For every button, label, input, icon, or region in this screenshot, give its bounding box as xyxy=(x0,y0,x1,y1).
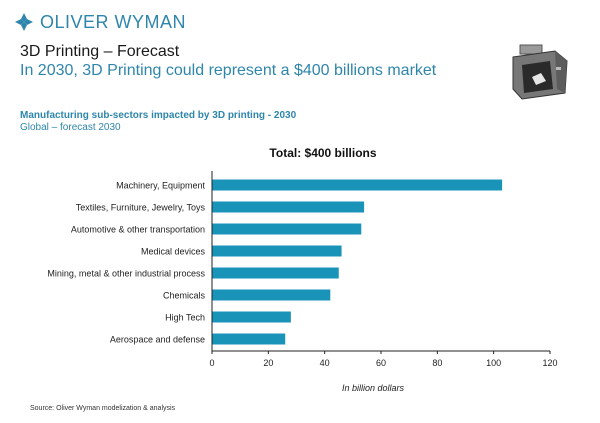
source-note: Source: Oliver Wyman modelization & anal… xyxy=(30,405,176,412)
category-label: High Tech xyxy=(165,313,205,323)
x-tick-label: 40 xyxy=(320,358,330,368)
oliver-wyman-logo-icon xyxy=(15,13,33,31)
x-tick-label: 120 xyxy=(542,358,557,368)
category-label: Machinery, Equipment xyxy=(116,181,205,191)
bar xyxy=(212,267,339,279)
category-label: Chemicals xyxy=(163,291,206,301)
category-label: Automotive & other transportation xyxy=(71,225,205,235)
3d-printer-icon xyxy=(512,44,568,100)
chart-title: Total: $400 billions xyxy=(269,146,376,160)
bar xyxy=(212,201,365,213)
x-tick-label: 80 xyxy=(432,358,442,368)
page-title: 3D Printing – Forecast xyxy=(20,43,180,60)
page-subtitle: In 2030, 3D Printing could represent a $… xyxy=(20,62,437,79)
bar xyxy=(212,333,286,345)
x-tick-label: 20 xyxy=(263,358,273,368)
bar xyxy=(212,289,331,301)
bar xyxy=(212,223,362,235)
bar-chart: Total: $400 billions Machinery, Equipment… xyxy=(47,146,557,393)
bar xyxy=(212,245,342,257)
x-axis-label: In billion dollars xyxy=(342,383,405,393)
x-tick-label: 60 xyxy=(376,358,386,368)
category-label: Medical devices xyxy=(141,247,206,257)
category-label: Aerospace and defense xyxy=(110,335,205,345)
brand-logo: OLIVER WYMAN xyxy=(14,11,186,33)
category-label: Textiles, Furniture, Jewelry, Toys xyxy=(76,203,206,213)
bar xyxy=(212,179,503,191)
brand-name: OLIVER WYMAN xyxy=(40,11,187,32)
section-subtitle: Global – forecast 2030 xyxy=(20,122,121,133)
x-tick-label: 100 xyxy=(486,358,501,368)
x-tick-label: 0 xyxy=(209,358,214,368)
bar xyxy=(212,311,291,323)
section-title: Manufacturing sub-sectors impacted by 3D… xyxy=(20,110,297,121)
category-label: Mining, metal & other industrial process xyxy=(47,269,205,279)
